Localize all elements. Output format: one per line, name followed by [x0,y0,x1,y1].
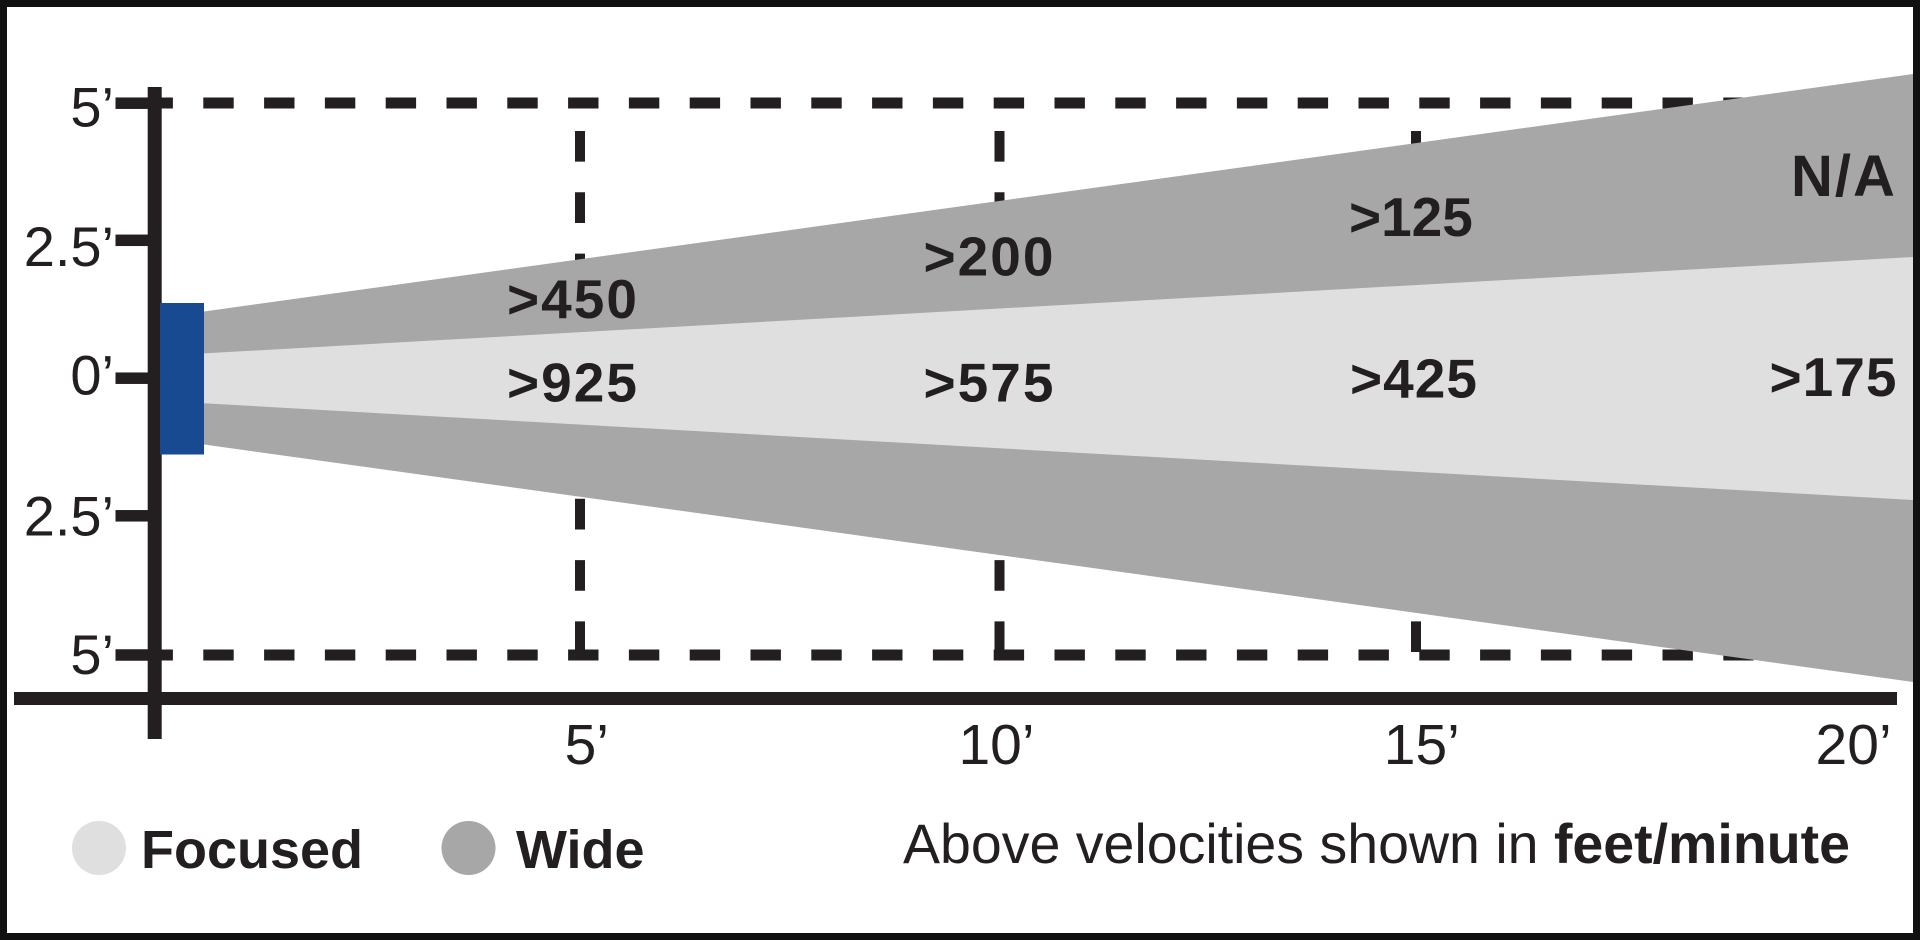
svg-text:2.5’: 2.5’ [24,215,114,278]
svg-text:>925: >925 [507,352,639,414]
svg-text:>175: >175 [1770,346,1898,408]
svg-text:>450: >450 [507,268,639,330]
svg-text:Above velocities shown in feet: Above velocities shown in feet/minute [903,813,1850,875]
svg-text:Focused: Focused [141,820,363,880]
svg-text:20’: 20’ [1816,713,1892,777]
svg-text:15’: 15’ [1384,713,1460,777]
svg-text:>425: >425 [1350,348,1478,410]
svg-text:>200: >200 [924,226,1056,288]
svg-text:5’: 5’ [565,713,609,777]
svg-text:>125: >125 [1349,186,1473,248]
svg-text:N/A: N/A [1791,144,1897,209]
svg-text:0’: 0’ [70,344,114,407]
svg-text:2.5’: 2.5’ [24,485,114,548]
svg-text:10’: 10’ [958,713,1034,777]
svg-text:>575: >575 [924,352,1056,414]
svg-text:Wide: Wide [516,820,645,880]
svg-text:5’: 5’ [70,76,114,139]
svg-text:5’: 5’ [70,623,114,686]
